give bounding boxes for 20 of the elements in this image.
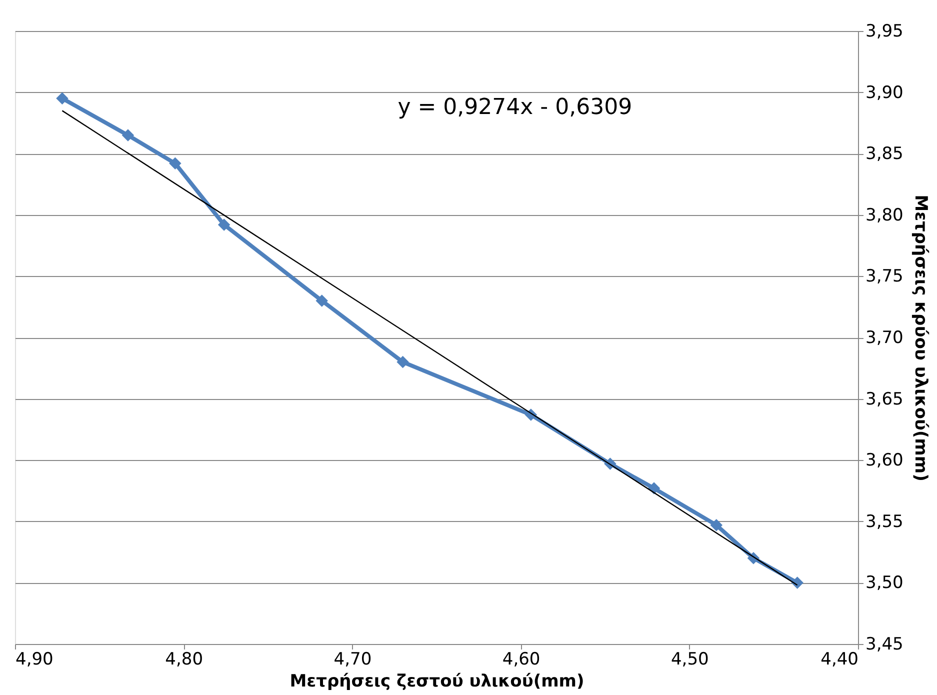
y-tick-label: 3,55 [866,512,904,532]
annotation: y = 0,9274x - 0,6309 [398,95,632,120]
x-tick-label: 4,50 [670,650,709,670]
y-tick-label: 3,65 [866,389,904,410]
y-tick-label: 3,60 [866,450,904,471]
x-tick-label: 4,90 [16,650,54,670]
x-tick-label: 4,70 [334,650,372,670]
y-tick-label: 3,80 [866,205,904,226]
y-tick-label: 3,85 [866,144,904,164]
y-axis-title: Μετρήσεις κρύου υλικού(mm) [910,194,930,482]
y-tick-label: 3,45 [866,634,904,654]
y-tick-label: 3,70 [866,328,904,348]
y-tick-label: 3,95 [866,22,904,42]
y-tick-label: 3,75 [866,266,904,287]
y-tick-label: 3,90 [866,82,904,103]
y-tick-label: 3,50 [866,573,904,594]
x-axis-title: Μετρήσεις ζεστού υλικού(mm) [290,672,584,692]
x-tick-label: 4,60 [502,650,540,670]
x-tick-label: 4,80 [165,650,204,670]
x-tick-label: 4,40 [820,650,858,670]
